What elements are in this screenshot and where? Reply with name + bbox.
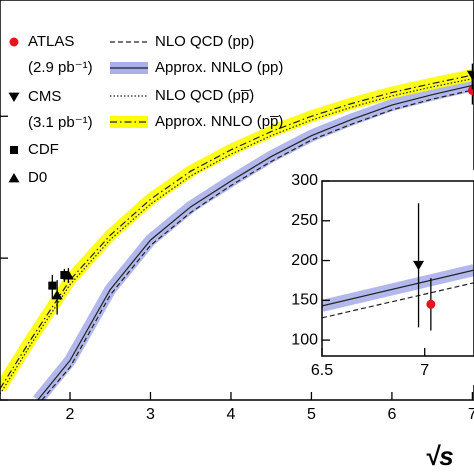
y-tick-label: 150 (291, 292, 318, 309)
legend-label: NLO QCD (pp̅) (155, 87, 254, 104)
legend-label: Approx. NNLO (pp) (155, 59, 283, 76)
uncertainty-band (0, 68, 474, 392)
marker (8, 92, 20, 102)
y-tick-label: 300 (291, 172, 318, 189)
curve (322, 282, 474, 319)
marker (9, 37, 19, 47)
axes-frame (0, 0, 474, 401)
x-tick-label: 5 (307, 406, 316, 423)
marker (51, 290, 63, 300)
legend-label: CDF (28, 141, 59, 158)
legend-label: NLO QCD (pp) (155, 33, 254, 50)
legend-label: D0 (28, 169, 47, 186)
marker (10, 146, 18, 154)
x-tick-label: 2 (66, 406, 75, 423)
curve (37, 84, 474, 400)
marker (426, 299, 436, 309)
legend-label: ATLAS (28, 33, 74, 50)
x-tick-label: 4 (227, 406, 236, 423)
marker (413, 260, 425, 271)
legend: ATLAS (2.9 pb⁻¹) CMS (3.1 pb⁻¹) CDF D0 NLO QCD… (8, 33, 283, 186)
legend-label: (2.9 pb⁻¹) (28, 59, 93, 76)
x-tick-label: 3 (146, 406, 155, 423)
marker (62, 270, 74, 280)
x-tick-label: 6.5 (311, 362, 333, 379)
plot-area: 6.5 7 100 150 200 250 300 (291, 172, 474, 379)
legend-label: CMS (28, 88, 61, 105)
y-tick-label: 250 (291, 212, 318, 229)
curve (0, 77, 474, 395)
legend-label: (3.1 pb⁻¹) (28, 114, 93, 131)
marker (48, 281, 57, 290)
plot-area: 2 3 4 5 6 7 (0, 0, 474, 423)
legend-label: Approx. NNLO (pp̅) (155, 113, 283, 130)
x-tick-label: 7 (468, 406, 474, 423)
x-tick-label: 6 (387, 406, 396, 423)
curve (322, 269, 474, 307)
marker (60, 271, 69, 280)
plot-content (0, 63, 474, 400)
plot-content (322, 203, 474, 331)
marker (8, 173, 20, 183)
x-axis-label: √s (425, 441, 454, 471)
y-tick-label: 100 (291, 331, 318, 348)
x-tick-label: 7 (420, 362, 429, 379)
y-tick-label: 200 (291, 252, 318, 269)
curve (41, 89, 474, 400)
marker (466, 70, 474, 81)
axes-frame (321, 180, 474, 357)
